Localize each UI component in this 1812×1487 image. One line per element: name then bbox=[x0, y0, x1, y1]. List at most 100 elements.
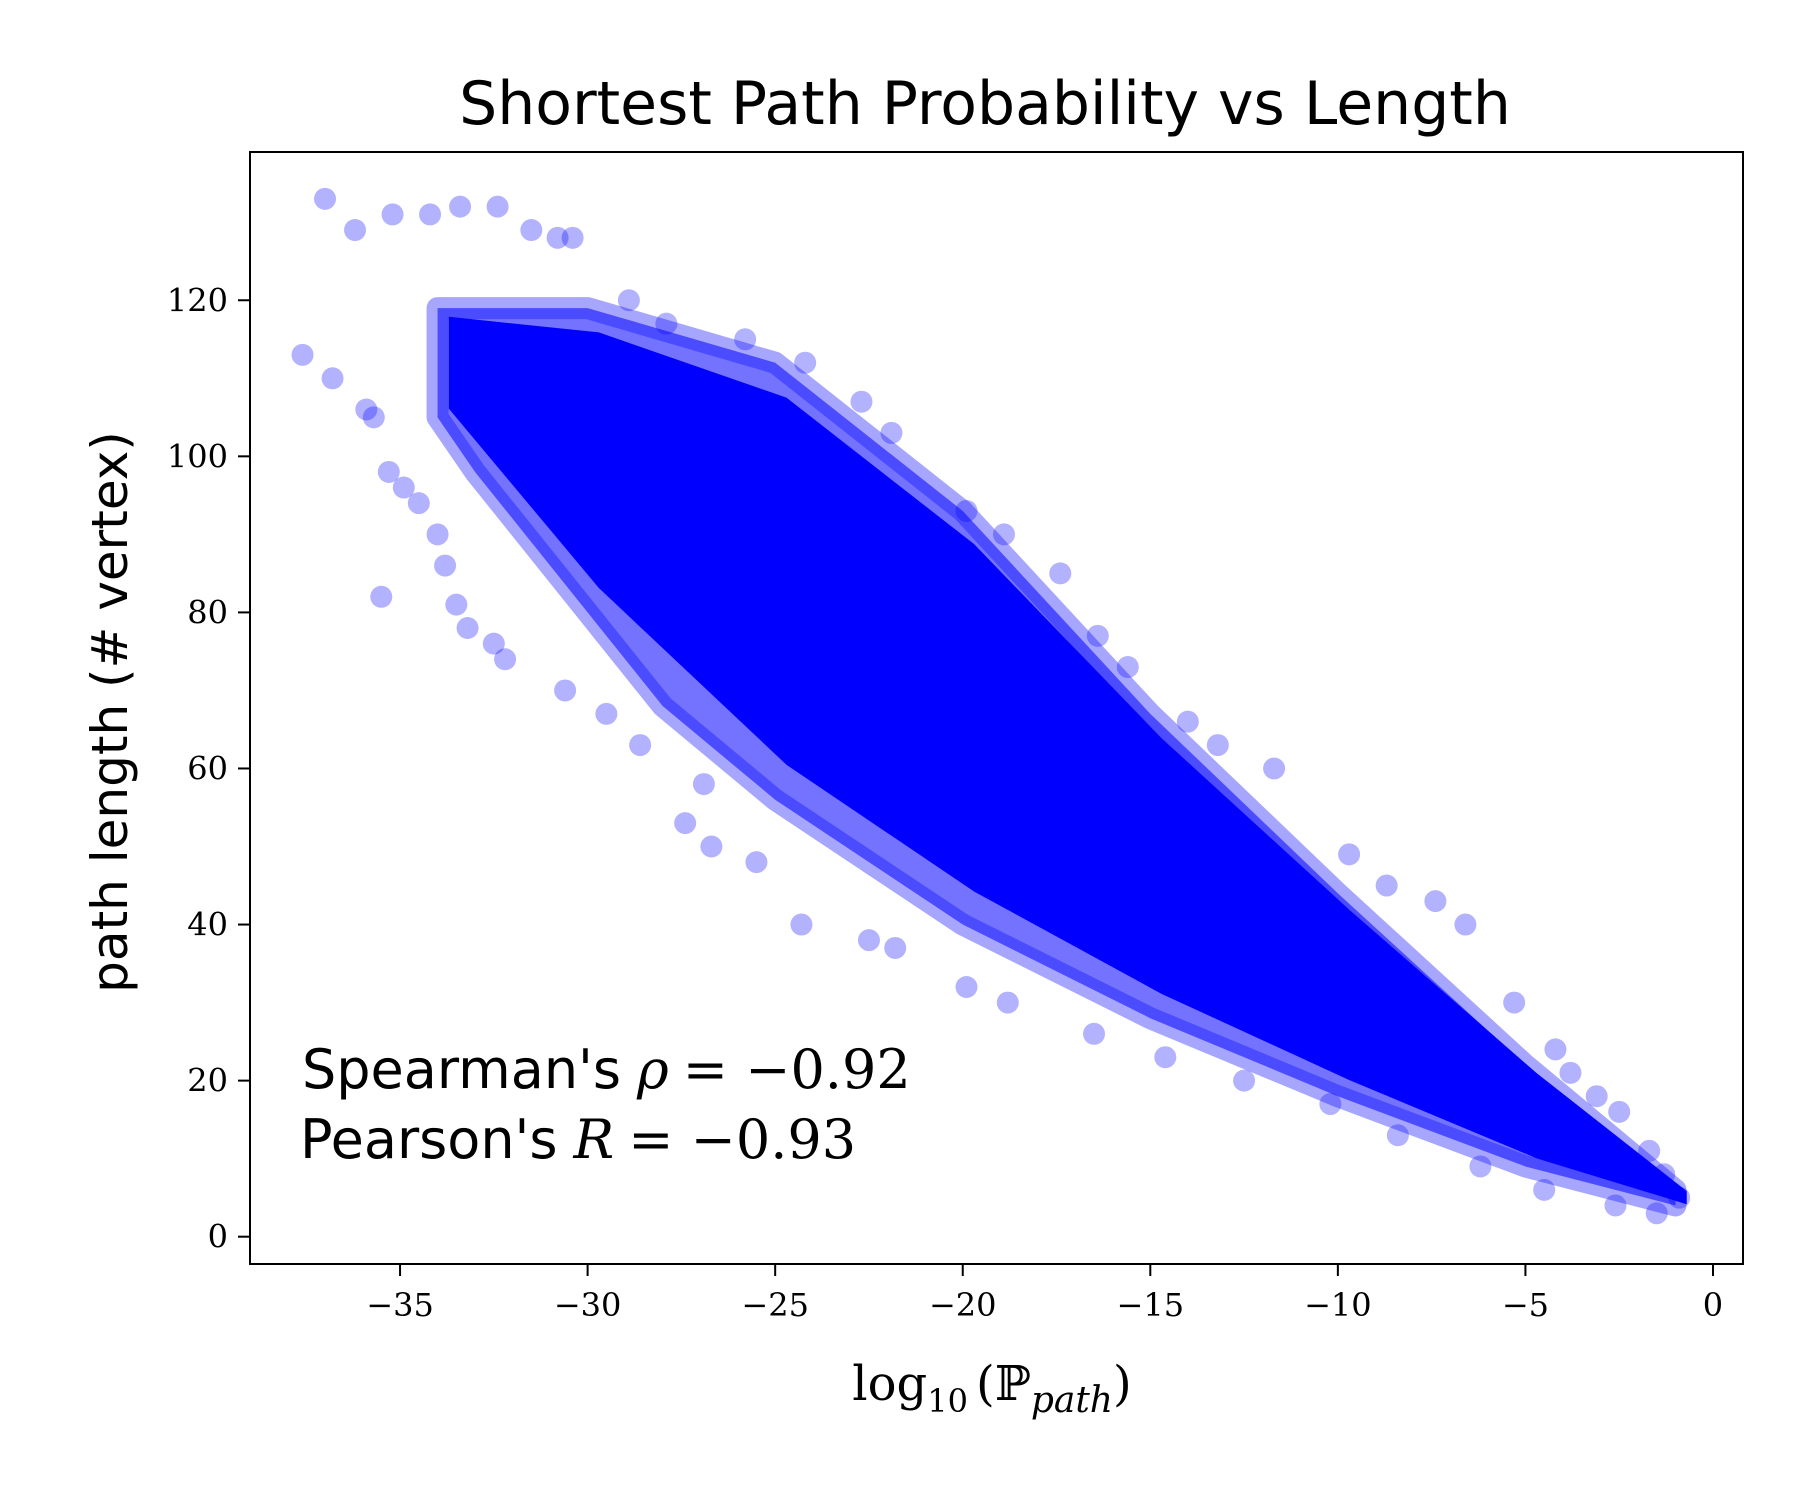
scatter-point bbox=[1154, 1046, 1177, 1069]
svg-text:Pearson'sR= −0.93: Pearson's R = −0.93 bbox=[300, 1108, 856, 1171]
spearman-value: = −0.92 bbox=[683, 1038, 911, 1101]
scatter-point bbox=[993, 523, 1016, 546]
plot-frame bbox=[249, 151, 1744, 1265]
scatter-point bbox=[1533, 1178, 1556, 1201]
scatter-point bbox=[321, 367, 344, 390]
scatter-point bbox=[655, 312, 678, 335]
scatter-point bbox=[884, 936, 907, 959]
scatter-point bbox=[561, 226, 584, 249]
scatter-point bbox=[1645, 1202, 1668, 1225]
x-tick-label: −30 bbox=[554, 1286, 622, 1324]
scatter-point bbox=[1116, 656, 1139, 679]
scatter-point bbox=[1668, 1186, 1691, 1209]
y-tick-label: 40 bbox=[187, 906, 228, 944]
scatter-point bbox=[482, 632, 505, 655]
scatter-point bbox=[370, 585, 393, 608]
scatter-point bbox=[1503, 991, 1526, 1014]
scatter-point bbox=[449, 195, 472, 218]
y-tick-label: 100 bbox=[167, 437, 228, 475]
scatter-point bbox=[1469, 1155, 1492, 1178]
scatter-point bbox=[426, 523, 449, 546]
scatter-point bbox=[880, 421, 903, 444]
scatter-point bbox=[617, 289, 640, 312]
scatter-point bbox=[1263, 757, 1286, 780]
scatter-point bbox=[445, 593, 468, 616]
x-axis: −35 −30 −25 −20 −15 −10 −5 0 bbox=[366, 1264, 1723, 1324]
y-axis: 0 20 40 60 80 100 120 bbox=[167, 281, 250, 1256]
scatter-point bbox=[1544, 1038, 1567, 1061]
x-tick-label: −15 bbox=[1117, 1286, 1185, 1324]
x-tick-label: −35 bbox=[366, 1286, 434, 1324]
scatter-point bbox=[486, 195, 509, 218]
x-tick-label: −25 bbox=[741, 1286, 809, 1324]
scatter-point bbox=[857, 929, 880, 952]
scatter-point bbox=[1604, 1194, 1627, 1217]
scatter-point bbox=[434, 554, 457, 577]
scatter-point bbox=[1049, 562, 1072, 585]
scatter-point bbox=[520, 219, 543, 242]
scatter-point bbox=[314, 187, 337, 210]
scatter-point bbox=[1638, 1139, 1661, 1162]
x-axis-label-func-sub: 10 bbox=[927, 1382, 968, 1420]
scatter-point bbox=[1386, 1124, 1409, 1147]
density-band-core bbox=[448, 316, 1687, 1205]
y-tick-label: 0 bbox=[208, 1218, 228, 1256]
scatter-point bbox=[1375, 874, 1398, 897]
scatter-point bbox=[1608, 1100, 1631, 1123]
scatter-point bbox=[700, 835, 723, 858]
scatter-point bbox=[629, 734, 652, 757]
scatter-point bbox=[674, 812, 697, 835]
plot-area bbox=[291, 187, 1691, 1225]
y-tick-label: 120 bbox=[167, 281, 228, 319]
scatter-point bbox=[1454, 913, 1477, 936]
x-axis-label: log10 (ℙpath) bbox=[852, 1356, 1131, 1421]
scatter-point bbox=[1083, 1022, 1106, 1045]
scatter-point bbox=[745, 851, 768, 874]
y-tick-label: 80 bbox=[187, 593, 228, 631]
scatter-point bbox=[1176, 710, 1199, 733]
scatter-point bbox=[1559, 1061, 1582, 1084]
scatter-point bbox=[1086, 624, 1109, 647]
scatter-point bbox=[955, 975, 978, 998]
spearman-symbol: ρ bbox=[636, 1038, 669, 1101]
scatter-point bbox=[1585, 1085, 1608, 1108]
scatter-point bbox=[494, 648, 517, 671]
y-axis-label: path length (# vertex) bbox=[81, 431, 139, 993]
scatter-point bbox=[850, 390, 873, 413]
scatter-point bbox=[291, 343, 314, 366]
scatter-point bbox=[381, 203, 404, 226]
x-axis-label-symbol-sub: path bbox=[1031, 1380, 1113, 1421]
pearson-value: = −0.93 bbox=[628, 1108, 856, 1171]
scatter-point bbox=[554, 679, 577, 702]
correlation-annotation: Spearman's ρ = −0.92 Pearson's R = −0.93 bbox=[300, 1038, 911, 1171]
scatter-point bbox=[546, 226, 569, 249]
scatter-point bbox=[1233, 1069, 1256, 1092]
scatter-point bbox=[955, 499, 978, 522]
scatter-point bbox=[692, 773, 715, 796]
scatter-point bbox=[996, 991, 1019, 1014]
scatter-point bbox=[344, 219, 367, 242]
x-tick-label: −20 bbox=[929, 1286, 997, 1324]
scatter-point bbox=[407, 492, 430, 515]
x-axis-label-symbol: ℙ bbox=[995, 1356, 1031, 1412]
y-tick-label: 20 bbox=[187, 1062, 228, 1100]
scatter-point bbox=[734, 328, 757, 351]
pearson-symbol: R bbox=[573, 1108, 615, 1171]
scatter-point bbox=[419, 203, 442, 226]
scatter-point bbox=[595, 702, 618, 725]
scatter-point bbox=[362, 406, 385, 429]
scatter-point bbox=[790, 913, 813, 936]
chart-title: Shortest Path Probability vs Length bbox=[459, 69, 1511, 139]
x-tick-label: −10 bbox=[1304, 1286, 1372, 1324]
spearman-prefix: Spearman's bbox=[302, 1038, 621, 1101]
scatter-point bbox=[392, 476, 415, 499]
svg-text:Spearman'sρ= −0.92: Spearman's ρ = −0.92 bbox=[302, 1038, 911, 1101]
scatter-point bbox=[1206, 734, 1229, 757]
scatter-point bbox=[794, 351, 817, 374]
x-axis-label-func: log bbox=[852, 1356, 927, 1412]
scatter-point bbox=[1424, 890, 1447, 913]
scatter-point bbox=[355, 398, 378, 421]
x-tick-label: −5 bbox=[1502, 1286, 1549, 1324]
y-tick-label: 60 bbox=[187, 749, 228, 787]
